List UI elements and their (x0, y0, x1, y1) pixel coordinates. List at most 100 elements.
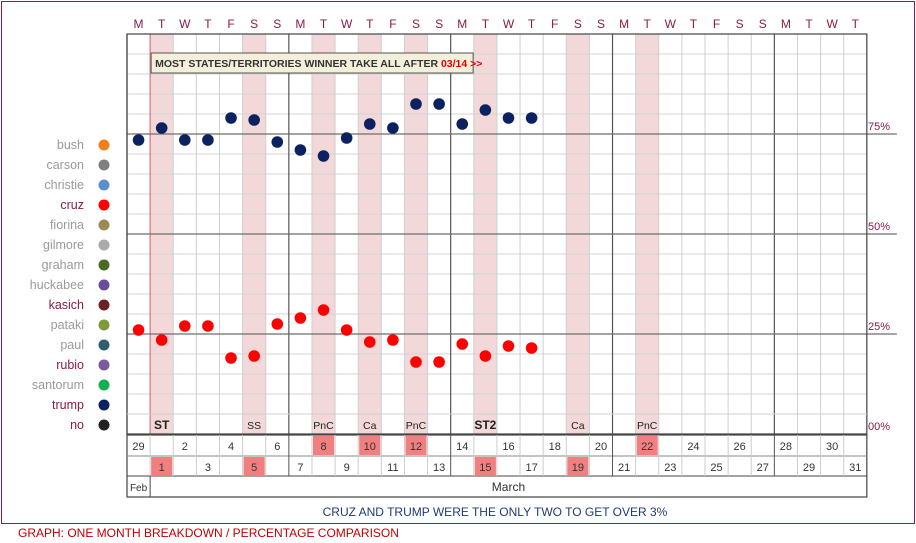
legend-marker-paul (98, 339, 110, 351)
day-label: 9 (344, 462, 350, 474)
day-label: 18 (549, 441, 561, 453)
data-point-cruz (456, 338, 469, 350)
legend-marker-trump (98, 399, 110, 411)
data-point-trump (132, 134, 145, 146)
day-label: 4 (228, 441, 234, 453)
highlight-day-cell (359, 436, 381, 455)
data-point-trump (271, 136, 284, 148)
weekday-label: T (644, 17, 652, 31)
data-point-trump (387, 122, 399, 134)
data-point-cruz (202, 320, 214, 332)
day-label: 6 (274, 441, 280, 453)
data-point-cruz (271, 318, 284, 330)
weekday-label: F (713, 17, 720, 31)
weekday-label: S (574, 17, 582, 31)
banner-text: MOST STATES/TERRITORIES WINNER TAKE ALL … (155, 58, 482, 70)
day-label: 17 (525, 462, 537, 474)
legend-marker-pataki (98, 319, 110, 331)
day-label: 8 (320, 441, 326, 453)
data-point-trump (248, 114, 260, 126)
weekday-label: T (852, 17, 860, 31)
weekday-label: S (736, 17, 744, 31)
day-label: 28 (780, 441, 792, 453)
data-point-cruz (387, 334, 399, 346)
legend-marker-graham (98, 259, 110, 271)
month-label: March (492, 480, 525, 494)
highlight-day-cell (312, 436, 335, 455)
legend-label-cruz: cruz (60, 198, 84, 212)
event-label: Ca (363, 420, 377, 432)
data-point-cruz (340, 324, 353, 336)
weekday-label: S (435, 17, 443, 31)
legend-label-fiorina: fiorina (50, 218, 84, 232)
day-label: 31 (849, 462, 861, 474)
legend-label-gilmore: gilmore (43, 238, 84, 252)
weekday-label: W (826, 17, 838, 31)
day-label: 23 (664, 462, 676, 474)
footer-caption: GRAPH: ONE MONTH BREAKDOWN / PERCENTAGE … (18, 526, 399, 540)
legend-marker-gilmore (98, 239, 110, 251)
weekday-label: S (250, 17, 258, 31)
legend-marker-kasich (98, 299, 110, 311)
weekday-label: T (366, 17, 374, 31)
month-label: Feb (130, 483, 148, 494)
data-point-trump (317, 150, 330, 162)
data-point-cruz (410, 356, 422, 368)
day-label: 29 (132, 441, 144, 453)
data-point-trump (456, 118, 469, 130)
weekday-label: W (179, 17, 191, 31)
day-label: 14 (456, 441, 468, 453)
day-label: 27 (757, 462, 769, 474)
banner-box (150, 52, 474, 74)
event-label: ST (154, 418, 170, 432)
weekday-label: M (619, 17, 629, 31)
data-point-cruz (248, 350, 260, 362)
weekday-label: T (158, 17, 166, 31)
day-label: 29 (803, 462, 815, 474)
weekday-label: F (227, 17, 234, 31)
legend-marker-huckabee (98, 279, 110, 291)
data-point-cruz (155, 334, 168, 346)
legend-label-trump: trump (52, 398, 84, 412)
weekday-label: S (273, 17, 281, 31)
weekday-label: T (690, 17, 698, 31)
weekday-label: S (759, 17, 767, 31)
data-point-trump (225, 112, 237, 124)
day-label: 15 (479, 462, 491, 474)
data-point-trump (155, 122, 168, 134)
day-label: 7 (297, 462, 303, 474)
data-point-cruz (132, 324, 145, 336)
highlight-day-cell (405, 436, 427, 455)
event-label: PnC (637, 420, 658, 432)
highlight-day-cell (474, 457, 496, 476)
day-label: 21 (618, 462, 630, 474)
y-tick-label: 75% (868, 121, 890, 133)
weekday-label: T (805, 17, 813, 31)
legend-label-paul: paul (60, 338, 84, 352)
data-point-trump (479, 104, 492, 116)
data-point-cruz (225, 352, 237, 364)
weekday-label: F (551, 17, 558, 31)
data-point-trump (340, 132, 353, 144)
y-tick-label: 25% (868, 321, 890, 333)
day-label: 20 (595, 441, 607, 453)
plot-border (126, 33, 868, 435)
legend-label-kasich: kasich (49, 298, 84, 312)
weekday-label: F (389, 17, 396, 31)
weekday-label: W (503, 17, 515, 31)
weekday-label: T (204, 17, 212, 31)
event-label: ST2 (474, 418, 496, 432)
legend-marker-no (98, 419, 110, 431)
event-label: PnC (406, 420, 427, 432)
highlight-day-cell (567, 457, 589, 476)
data-point-trump (525, 112, 538, 124)
data-point-cruz (525, 342, 538, 354)
day-label: 30 (826, 441, 838, 453)
legend-marker-bush (98, 139, 110, 151)
weekday-label: S (412, 17, 420, 31)
weekday-label: T (320, 17, 328, 31)
legend-marker-santorum (98, 379, 110, 391)
legend-marker-fiorina (98, 219, 110, 231)
legend-label-christie: christie (44, 178, 84, 192)
